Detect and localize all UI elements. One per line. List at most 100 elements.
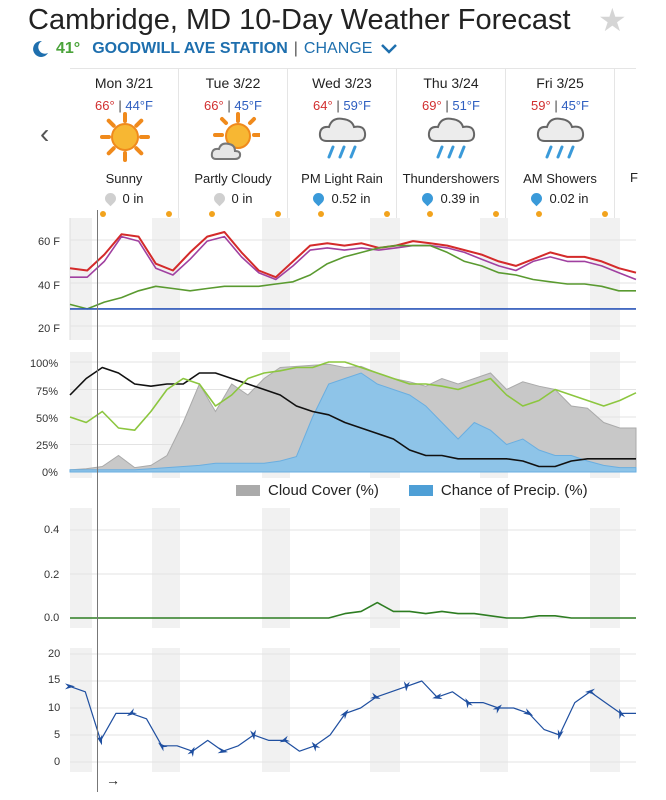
y-tick-label: 100% bbox=[30, 358, 59, 370]
station-bar: 41° GOODWILL AVE STATION | CHANGE bbox=[28, 39, 398, 59]
night-band bbox=[152, 508, 180, 628]
y-tick-label: 5 bbox=[54, 729, 61, 741]
wind-direction-arrow: → bbox=[106, 772, 120, 788]
moon-icon bbox=[33, 40, 48, 57]
chevron-down-icon[interactable] bbox=[380, 43, 398, 55]
favorite-star-icon[interactable]: ★ bbox=[598, 2, 627, 38]
wind-arrow-marker bbox=[557, 729, 564, 740]
precip-amount: 0.02 in bbox=[549, 191, 589, 206]
wind-arrow-marker bbox=[403, 681, 410, 692]
precip-drop-icon bbox=[311, 190, 327, 207]
precip-drop-icon bbox=[211, 190, 227, 207]
condition-text: Thundershowers bbox=[402, 171, 500, 186]
night-band bbox=[480, 218, 508, 340]
night-band bbox=[70, 508, 92, 628]
wind-arrow-marker bbox=[187, 746, 195, 758]
high-temp: 69° bbox=[422, 98, 442, 113]
high-temp: 64° bbox=[313, 98, 333, 113]
separator: | bbox=[293, 40, 298, 57]
legend-cloud-cover: Cloud Cover (%) bbox=[268, 482, 379, 499]
low-temp: 44°F bbox=[125, 98, 153, 113]
day-column[interactable]: Mon 3/21 66° | 44°F Sunny 0 in bbox=[70, 69, 179, 219]
day-name: Tue 3/22 bbox=[205, 75, 261, 91]
legend-precip-chance: Chance of Precip. (%) bbox=[440, 482, 588, 499]
night-band bbox=[70, 648, 92, 772]
night-band bbox=[370, 648, 400, 772]
partly-cloudy-icon bbox=[210, 112, 260, 160]
day-column[interactable]: Wed 3/23 64° | 59°F PM Light Rain 0.52 i… bbox=[288, 69, 397, 219]
y-tick-label: 20 F bbox=[38, 323, 61, 335]
y-tick-label: 20 bbox=[48, 648, 61, 660]
y-tick-label: 40 F bbox=[38, 280, 61, 292]
night-band bbox=[152, 218, 180, 340]
y-tick-label: 0.2 bbox=[44, 569, 60, 581]
change-station-button[interactable]: CHANGE bbox=[303, 40, 373, 57]
precip-chance-area bbox=[69, 372, 637, 473]
wind-arrow-marker bbox=[523, 708, 534, 716]
high-temp: 66° bbox=[204, 98, 224, 113]
day-name: Fri 3/25 bbox=[536, 75, 584, 91]
low-temp: 59°F bbox=[343, 98, 371, 113]
green-series-line bbox=[69, 244, 636, 310]
y-tick-label: 75% bbox=[36, 386, 59, 398]
day-column[interactable]: Tue 3/22 66° | 45°F Partly Cloudy 0 in bbox=[179, 69, 288, 219]
current-time-line bbox=[97, 210, 98, 792]
y-tick-label: 25% bbox=[36, 440, 59, 452]
y-tick-label: 0% bbox=[42, 467, 58, 479]
y-tick-label: 15 bbox=[48, 674, 61, 686]
day-column[interactable]: Thu 3/24 69° | 51°F Thundershowers 0.39 … bbox=[397, 69, 506, 219]
dewpoint-line bbox=[70, 235, 637, 281]
cloud-precip-chart bbox=[69, 352, 637, 478]
precip-drop-icon bbox=[420, 190, 436, 207]
high-temp: 66° bbox=[95, 98, 115, 113]
legend-swatch-cloud bbox=[236, 485, 260, 496]
condition-text: Sunny bbox=[105, 171, 143, 186]
day-column[interactable]: Fri 3/25 59° | 45°F AM Showers 0.02 in bbox=[506, 69, 615, 219]
night-band bbox=[480, 648, 508, 772]
sun-icon bbox=[100, 112, 150, 162]
low-temp: 45°F bbox=[234, 98, 262, 113]
y-tick-label: 50% bbox=[36, 413, 59, 425]
condition-text: Partly Cloudy bbox=[194, 171, 272, 186]
day-name: Thu 3/24 bbox=[423, 75, 479, 91]
previous-days-chevron-icon[interactable]: ‹ bbox=[40, 118, 50, 149]
precip-drop-icon bbox=[102, 190, 118, 207]
station-link[interactable]: GOODWILL AVE STATION bbox=[92, 40, 288, 57]
chart-legend: Cloud Cover (%) Chance of Precip. (%) bbox=[236, 482, 588, 499]
day-columns: Mon 3/21 66° | 44°F Sunny 0 in Tue 3/22 … bbox=[70, 68, 636, 219]
y-tick-label: 0.4 bbox=[44, 524, 60, 536]
wind-arrow-marker bbox=[585, 688, 596, 695]
partial-day-label: F bbox=[630, 170, 638, 185]
precip-drop-icon bbox=[529, 190, 545, 207]
temperature-chart bbox=[69, 218, 637, 340]
low-temp: 45°F bbox=[561, 98, 589, 113]
precip-amount-chart bbox=[70, 508, 636, 628]
y-tick-label: 0.0 bbox=[44, 612, 60, 624]
night-band bbox=[70, 218, 92, 340]
header: Cambridge, MD 10-Day Weather Forecast ★ … bbox=[0, 0, 666, 68]
precip-amount: 0.39 in bbox=[440, 191, 480, 206]
night-band bbox=[370, 508, 400, 628]
wind-arrow-marker bbox=[370, 692, 381, 699]
wind-arrow-marker bbox=[492, 704, 502, 714]
y-tick-label: 0 bbox=[54, 756, 61, 768]
rain-cloud-icon bbox=[318, 117, 367, 159]
wind-arrow-marker bbox=[340, 709, 349, 720]
temperature-line bbox=[69, 231, 637, 279]
rain-cloud-icon bbox=[536, 117, 585, 159]
day-name: Mon 3/21 bbox=[94, 75, 154, 91]
night-band bbox=[262, 508, 290, 628]
current-temp: 41° bbox=[56, 40, 81, 57]
wind-arrow-marker bbox=[311, 741, 321, 752]
precip-amount: 0.52 in bbox=[331, 191, 371, 206]
wind-arrow-marker bbox=[465, 698, 473, 709]
night-band bbox=[480, 508, 508, 628]
low-temp: 51°F bbox=[452, 98, 480, 113]
wind-arrow-marker bbox=[158, 742, 168, 752]
black-series-line bbox=[69, 366, 636, 468]
precip-amount-line bbox=[70, 601, 636, 619]
wind-arrow-marker bbox=[619, 708, 626, 720]
wind-chart bbox=[65, 648, 636, 772]
y-tick-label: 10 bbox=[48, 702, 61, 714]
wind-arrow-marker bbox=[432, 693, 443, 700]
